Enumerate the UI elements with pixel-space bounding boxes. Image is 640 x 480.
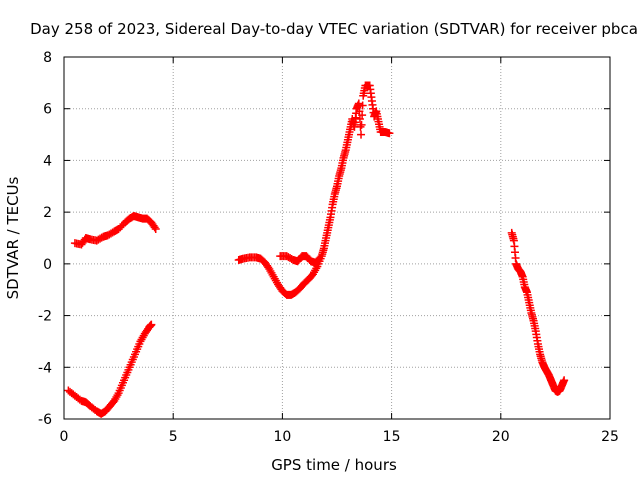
- data-point: [358, 101, 367, 110]
- series-pass-1-upper: [70, 212, 160, 249]
- y-tick-label: 8: [43, 50, 52, 66]
- y-axis-label: SDTVAR / TECUs: [4, 176, 22, 299]
- grid: [64, 57, 610, 419]
- data-point: [356, 122, 365, 131]
- y-tick-label: 6: [43, 102, 52, 118]
- y-tick-label: 4: [43, 153, 52, 169]
- x-tick-label: 10: [273, 429, 291, 445]
- data-point: [357, 120, 366, 129]
- x-tick-label: 0: [60, 429, 69, 445]
- data-point: [358, 111, 367, 120]
- y-tick-label: 0: [43, 257, 52, 273]
- chart-title: Day 258 of 2023, Sidereal Day-to-day VTE…: [30, 20, 638, 38]
- x-tick-label: 20: [492, 429, 510, 445]
- data-point: [150, 223, 159, 232]
- data-point: [151, 224, 160, 233]
- data-point: [560, 376, 569, 385]
- y-tick-label: -6: [38, 412, 52, 428]
- data-points: [64, 81, 569, 418]
- plot-frame: [63, 56, 611, 420]
- y-tick-label: 2: [43, 205, 52, 221]
- x-axis-label: GPS time / hours: [271, 456, 397, 474]
- data-point: [315, 254, 324, 263]
- data-point: [314, 255, 323, 264]
- series-pass-2: [234, 81, 394, 299]
- series-pass-3: [507, 228, 569, 396]
- y-tick-label: -2: [38, 309, 52, 325]
- series-pass-2-lower-branch: [276, 252, 324, 267]
- x-tick-label: 15: [383, 429, 401, 445]
- x-tick-label: 5: [169, 429, 178, 445]
- data-point: [147, 320, 156, 329]
- data-point: [357, 130, 366, 139]
- x-tick-label: 25: [601, 429, 619, 445]
- data-point: [385, 129, 394, 138]
- y-tick-label: -4: [38, 360, 52, 376]
- series-pass-1-lower: [64, 320, 156, 418]
